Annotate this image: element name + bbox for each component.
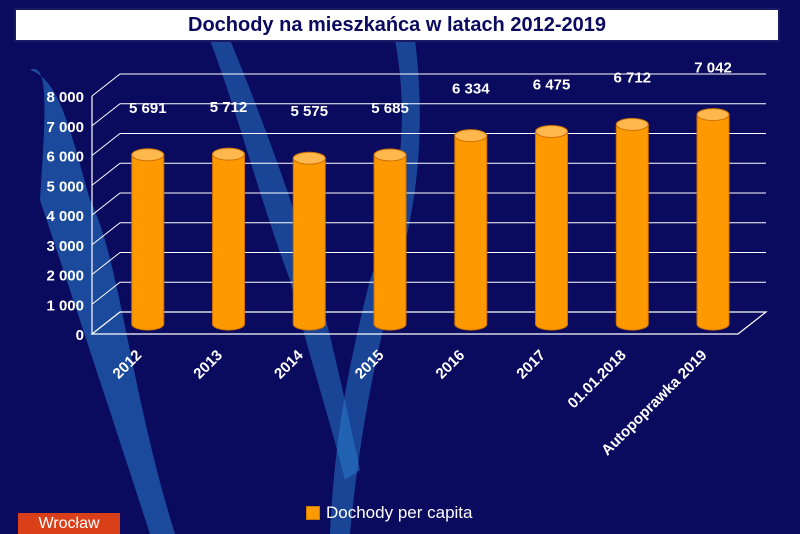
bar-top <box>696 108 730 122</box>
x-tick-label: 2017 <box>513 347 549 383</box>
data-label: 7 042 <box>694 60 732 77</box>
bars <box>131 108 730 331</box>
grid-line <box>91 103 766 127</box>
x-tick-label: 2014 <box>271 346 307 382</box>
bar <box>373 148 407 331</box>
bar-top <box>615 117 649 131</box>
y-tick-label: 8 000 <box>46 89 84 106</box>
chart-title-box: Dochody na mieszkańca w latach 2012-2019 <box>14 8 780 42</box>
wroclaw-logo: Wrocław <box>18 513 120 534</box>
data-labels: 5 691 5 712 5 575 5 685 6 334 6 475 6 712 7 042 <box>129 60 732 121</box>
y-tick-label: 5 000 <box>46 178 84 195</box>
y-tick-label: 7 000 <box>46 119 84 136</box>
bar <box>696 108 730 331</box>
data-label: 6 475 <box>533 76 571 93</box>
bar <box>615 117 649 331</box>
bar-top <box>292 151 326 165</box>
grid-line <box>91 192 766 216</box>
bar-body <box>212 153 246 331</box>
bar-top <box>131 148 165 162</box>
y-tick-label: 2 000 <box>46 268 84 285</box>
data-label: 5 691 <box>129 100 167 117</box>
grid-line <box>91 162 766 186</box>
chart-title: Dochody na mieszkańca w latach 2012-2019 <box>188 13 606 36</box>
y-tick-label: 6 000 <box>46 149 84 166</box>
data-label: 5 575 <box>291 103 329 120</box>
x-tick-label: 2012 <box>110 347 146 383</box>
bar <box>454 129 488 331</box>
y-tick-label: 0 <box>76 327 84 344</box>
legend-swatch <box>306 506 320 520</box>
y-tick-label: 3 000 <box>46 238 84 255</box>
x-axis: 2012 2013 2014 2015 2016 2017 01.01.2018Autopo… <box>110 346 711 459</box>
grid-line <box>91 281 766 305</box>
bar-top <box>212 147 246 161</box>
grid-line <box>91 73 766 97</box>
bar-body <box>454 135 488 331</box>
legend: Dochody per capita <box>306 503 472 523</box>
bar <box>535 124 569 331</box>
logo-text: Wrocław <box>38 514 100 532</box>
bar <box>292 151 326 331</box>
grid-lines <box>91 73 766 305</box>
bar-top <box>454 129 488 143</box>
bar-top <box>535 124 569 138</box>
bar-body <box>131 154 165 331</box>
y-axis: 0 1 000 2 000 3 000 4 000 5 000 6 000 7 000 8 00… <box>46 89 84 344</box>
bar <box>131 148 165 331</box>
x-tick-label: 2015 <box>352 347 388 383</box>
data-label: 5 685 <box>371 100 409 117</box>
data-label: 5 712 <box>210 99 248 116</box>
grid-line <box>91 133 766 156</box>
grid-line <box>91 252 766 275</box>
bar-body <box>535 130 569 331</box>
y-tick-label: 1 000 <box>46 297 84 314</box>
bar-body <box>373 154 407 331</box>
bar-body <box>292 157 326 331</box>
x-tick-label: 01.01.2018 <box>565 347 630 412</box>
bar-top <box>373 148 407 162</box>
data-label: 6 334 <box>452 81 490 98</box>
y-tick-label: 4 000 <box>46 208 84 225</box>
bar-body <box>615 123 649 331</box>
legend-label: Dochody per capita <box>326 503 473 522</box>
plot-frame <box>90 96 768 335</box>
bar <box>212 147 246 331</box>
grid-line <box>91 222 766 246</box>
x-tick-label: 2013 <box>190 347 226 383</box>
plot-floor <box>90 311 768 335</box>
bar-body <box>696 114 730 331</box>
data-label: 6 712 <box>614 69 652 86</box>
x-tick-label: 2016 <box>433 347 469 383</box>
